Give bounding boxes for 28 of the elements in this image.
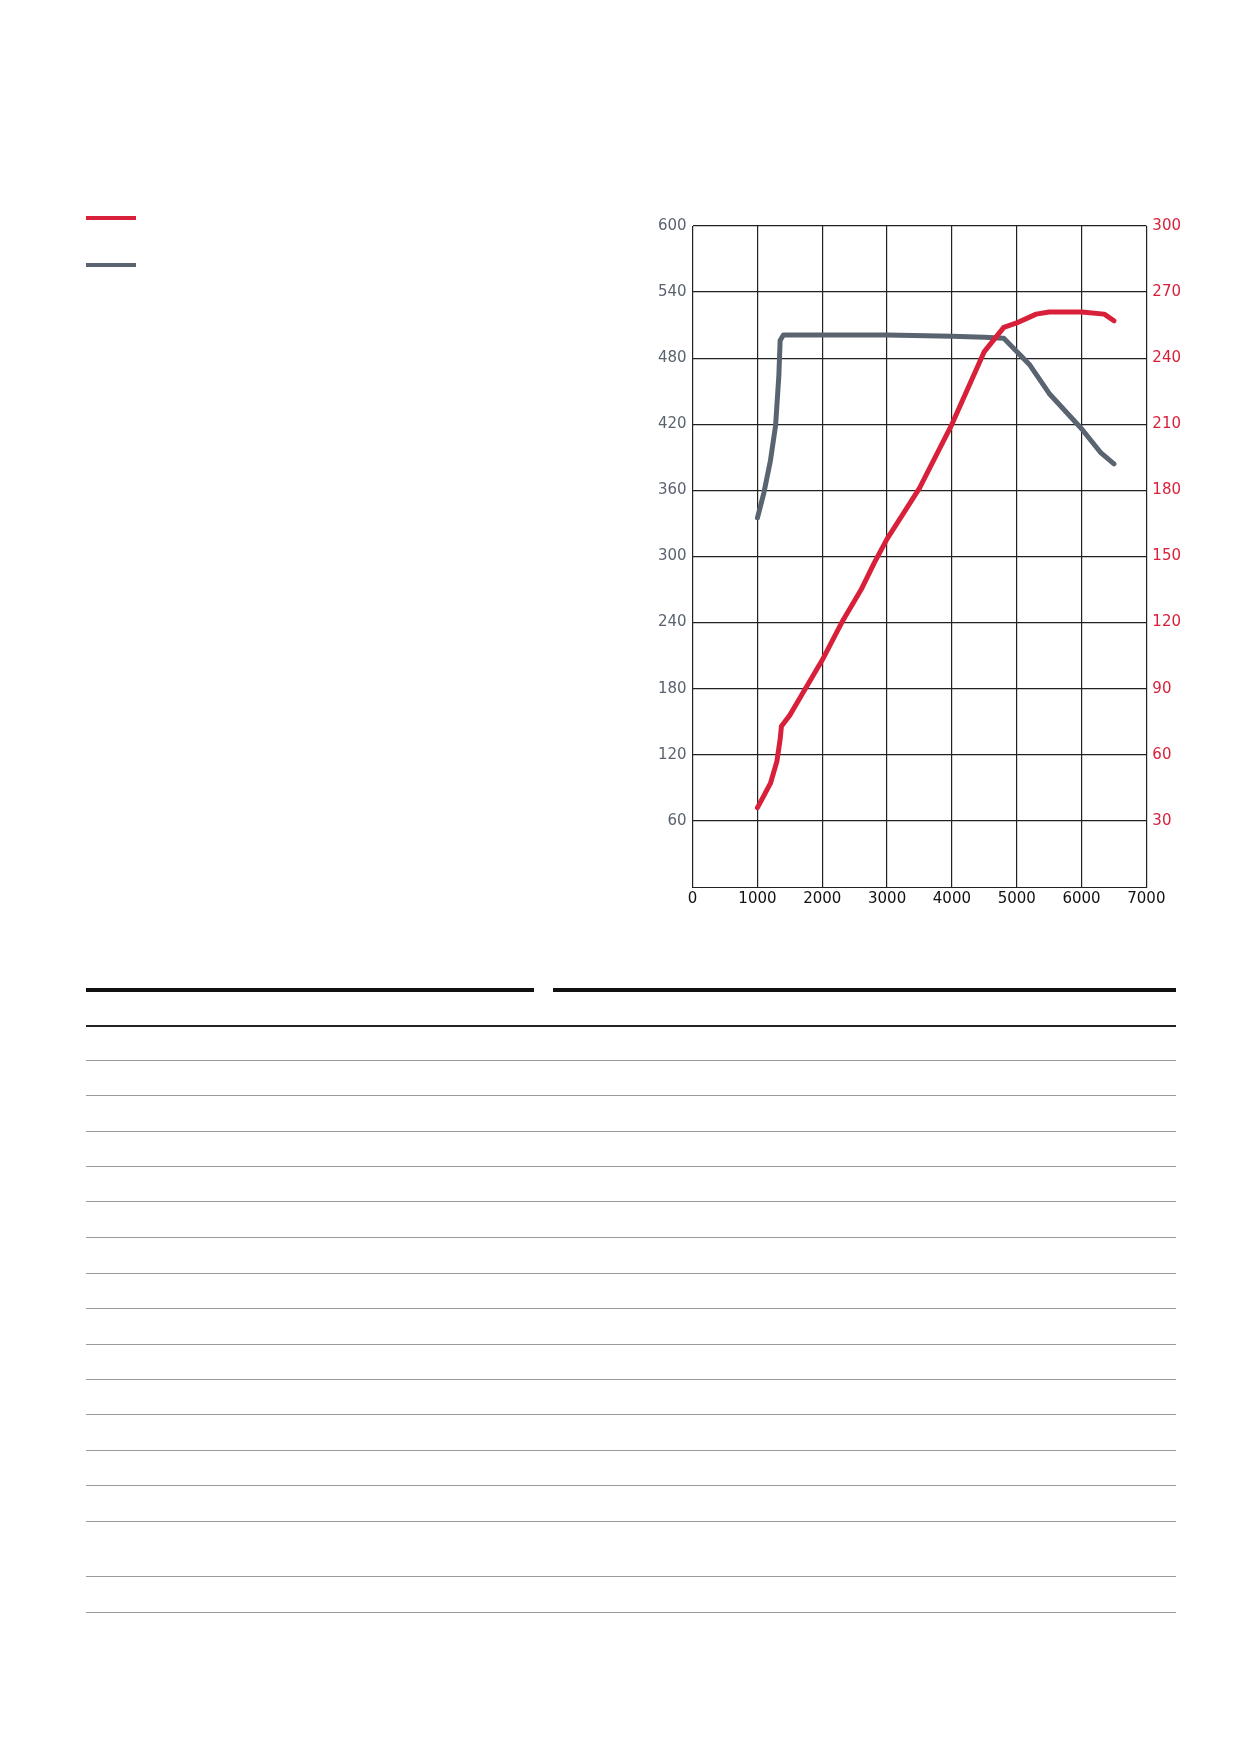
x-tick-label: 4000 — [932, 888, 971, 907]
y2-tick-label: 210 — [1152, 414, 1182, 433]
y-tick-label: 420 — [657, 414, 687, 433]
y2-tick-label: 270 — [1152, 281, 1182, 300]
y2-tick-label: 90 — [1152, 678, 1172, 697]
y-tick-label: 600 — [657, 215, 687, 234]
y2-tick-label: 240 — [1152, 348, 1182, 367]
y-tick-label: 540 — [657, 281, 687, 300]
y2-tick-label: 150 — [1152, 546, 1182, 565]
x-tick-label: 0 — [687, 888, 698, 907]
x-tick-label: 6000 — [1062, 888, 1101, 907]
y-tick-label: 300 — [657, 546, 687, 565]
x-tick-label: 3000 — [868, 888, 907, 907]
y2-tick-label: 180 — [1152, 480, 1182, 499]
y-tick-label: 480 — [657, 348, 687, 367]
y-tick-label: 360 — [657, 480, 687, 499]
y-tick-label: 120 — [657, 744, 687, 763]
y2-tick-label: 300 — [1152, 215, 1182, 234]
x-tick-label: 7000 — [1127, 888, 1166, 907]
y2-tick-label: 30 — [1152, 810, 1172, 829]
x-tick-label: 1000 — [738, 888, 777, 907]
y-tick-label: 60 — [667, 810, 687, 829]
y2-tick-label: 60 — [1152, 744, 1172, 763]
x-tick-label: 5000 — [997, 888, 1036, 907]
y2-tick-label: 120 — [1152, 612, 1182, 631]
y-tick-label: 180 — [657, 678, 687, 697]
y-tick-label: 240 — [657, 612, 687, 631]
x-tick-label: 2000 — [803, 888, 842, 907]
